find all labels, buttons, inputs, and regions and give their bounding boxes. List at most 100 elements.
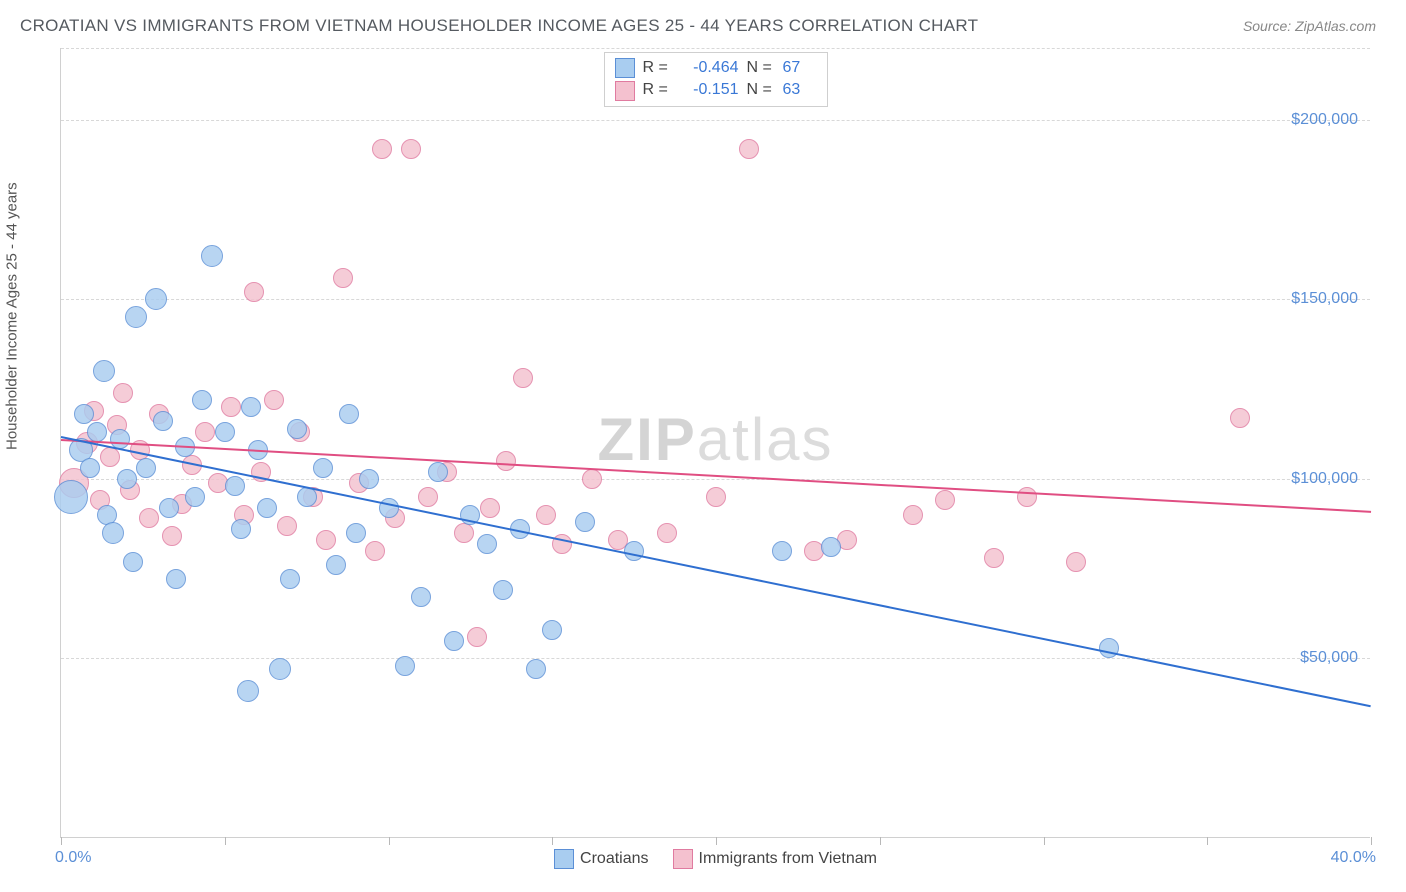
data-point-b bbox=[454, 523, 474, 543]
data-point-a bbox=[359, 469, 379, 489]
data-point-a bbox=[493, 580, 513, 600]
y-tick-label: $50,000 bbox=[1300, 649, 1358, 667]
chart-title: CROATIAN VS IMMIGRANTS FROM VIETNAM HOUS… bbox=[20, 16, 978, 36]
x-tick bbox=[389, 837, 390, 845]
x-tick bbox=[552, 837, 553, 845]
data-point-a bbox=[237, 680, 259, 702]
data-point-a bbox=[326, 555, 346, 575]
watermark-prefix: ZIP bbox=[597, 406, 696, 473]
data-point-a bbox=[117, 469, 137, 489]
data-point-b bbox=[277, 516, 297, 536]
data-point-a bbox=[444, 631, 464, 651]
data-point-b bbox=[657, 523, 677, 543]
data-point-b bbox=[401, 139, 421, 159]
data-point-a bbox=[287, 419, 307, 439]
data-point-b bbox=[1066, 552, 1086, 572]
data-point-b bbox=[372, 139, 392, 159]
y-tick-label: $100,000 bbox=[1291, 470, 1358, 488]
data-point-a bbox=[411, 587, 431, 607]
r-label: R = bbox=[643, 57, 671, 79]
data-point-a bbox=[145, 288, 167, 310]
data-point-b bbox=[113, 383, 133, 403]
data-point-a bbox=[346, 523, 366, 543]
data-point-a bbox=[313, 458, 333, 478]
data-point-b bbox=[480, 498, 500, 518]
data-point-b bbox=[984, 548, 1004, 568]
swatch-series-b bbox=[615, 81, 635, 101]
data-point-b bbox=[935, 490, 955, 510]
plot-area: ZIPatlas R = -0.464 N = 67 R = -0.151 N … bbox=[60, 48, 1370, 838]
data-point-a bbox=[153, 411, 173, 431]
data-point-b bbox=[552, 534, 572, 554]
data-point-a bbox=[526, 659, 546, 679]
x-axis-end-label: 40.0% bbox=[1331, 849, 1376, 867]
n-label: N = bbox=[747, 79, 775, 101]
data-point-a bbox=[624, 541, 644, 561]
data-point-b bbox=[706, 487, 726, 507]
data-point-a bbox=[166, 569, 186, 589]
data-point-a bbox=[215, 422, 235, 442]
data-point-b bbox=[513, 368, 533, 388]
data-point-b bbox=[467, 627, 487, 647]
legend-row-a: R = -0.464 N = 67 bbox=[615, 57, 813, 79]
data-point-a bbox=[269, 658, 291, 680]
legend-item-a: Croatians bbox=[554, 849, 648, 869]
n-label: N = bbox=[747, 57, 775, 79]
data-point-a bbox=[54, 480, 88, 514]
r-value-b: -0.151 bbox=[679, 79, 739, 101]
data-point-b bbox=[1017, 487, 1037, 507]
data-point-a bbox=[185, 487, 205, 507]
x-tick bbox=[1207, 837, 1208, 845]
data-point-b bbox=[496, 451, 516, 471]
data-point-b bbox=[365, 541, 385, 561]
swatch-series-b bbox=[673, 849, 693, 869]
series-legend: Croatians Immigrants from Vietnam bbox=[61, 849, 1370, 869]
legend-item-b: Immigrants from Vietnam bbox=[673, 849, 877, 869]
x-tick bbox=[1371, 837, 1372, 845]
r-label: R = bbox=[643, 79, 671, 101]
data-point-a bbox=[123, 552, 143, 572]
data-point-a bbox=[74, 404, 94, 424]
x-tick bbox=[880, 837, 881, 845]
data-point-b bbox=[195, 422, 215, 442]
x-tick bbox=[716, 837, 717, 845]
data-point-a bbox=[231, 519, 251, 539]
series-a-name: Croatians bbox=[580, 850, 648, 868]
data-point-b bbox=[162, 526, 182, 546]
data-point-a bbox=[241, 397, 261, 417]
y-tick-label: $200,000 bbox=[1291, 111, 1358, 129]
data-point-b bbox=[739, 139, 759, 159]
n-value-a: 67 bbox=[783, 57, 813, 79]
watermark-suffix: atlas bbox=[697, 406, 834, 473]
data-point-a bbox=[93, 360, 115, 382]
data-point-a bbox=[225, 476, 245, 496]
data-point-b bbox=[100, 447, 120, 467]
data-point-a bbox=[201, 245, 223, 267]
data-point-b bbox=[221, 397, 241, 417]
data-point-b bbox=[903, 505, 923, 525]
data-point-b bbox=[316, 530, 336, 550]
source-label: Source: ZipAtlas.com bbox=[1243, 18, 1376, 34]
data-point-a bbox=[125, 306, 147, 328]
data-point-a bbox=[772, 541, 792, 561]
data-point-a bbox=[339, 404, 359, 424]
y-tick-label: $150,000 bbox=[1291, 290, 1358, 308]
data-point-b bbox=[582, 469, 602, 489]
data-point-a bbox=[428, 462, 448, 482]
data-point-a bbox=[192, 390, 212, 410]
data-point-b bbox=[536, 505, 556, 525]
x-axis-start-label: 0.0% bbox=[55, 849, 91, 867]
data-point-a bbox=[80, 458, 100, 478]
correlation-legend: R = -0.464 N = 67 R = -0.151 N = 63 bbox=[604, 52, 828, 107]
data-point-b bbox=[418, 487, 438, 507]
data-point-a bbox=[257, 498, 277, 518]
data-point-b bbox=[333, 268, 353, 288]
data-point-a bbox=[542, 620, 562, 640]
swatch-series-a bbox=[554, 849, 574, 869]
r-value-a: -0.464 bbox=[679, 57, 739, 79]
y-axis-label: Householder Income Ages 25 - 44 years bbox=[4, 182, 21, 450]
watermark: ZIPatlas bbox=[597, 405, 833, 474]
data-point-a bbox=[379, 498, 399, 518]
data-point-b bbox=[139, 508, 159, 528]
data-point-b bbox=[244, 282, 264, 302]
